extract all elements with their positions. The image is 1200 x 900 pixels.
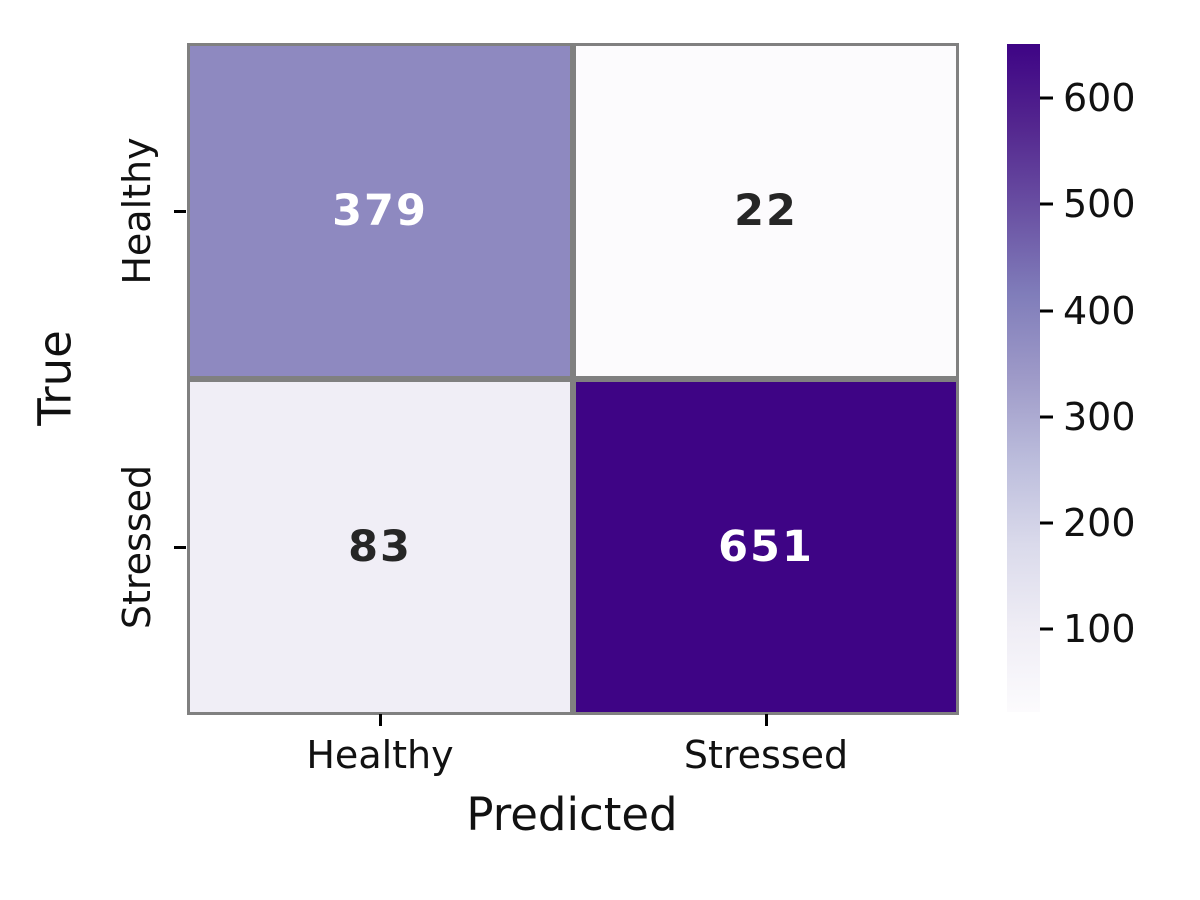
- x-tick-label-stressed: Stressed: [683, 733, 849, 777]
- x-tick-mark-stressed: [765, 714, 768, 726]
- matrix-cell-healthy-healthy: 379: [190, 46, 570, 376]
- colorbar: [1007, 44, 1040, 712]
- y-tick-label-stressed: Stressed: [115, 464, 159, 630]
- y-tick-label-healthy: Healthy: [115, 137, 159, 285]
- colorbar-tick-label: 300: [1063, 394, 1136, 439]
- colorbar-tick-label: 200: [1063, 500, 1136, 545]
- colorbar-tick-mark: [1040, 521, 1053, 525]
- colorbar-tick-label: 100: [1063, 607, 1136, 652]
- colorbar-tick-label: 600: [1063, 76, 1136, 121]
- x-axis-label: Predicted: [466, 788, 678, 841]
- colorbar-tick-mark: [1040, 415, 1053, 419]
- x-tick-mark-healthy: [379, 714, 382, 726]
- colorbar-tick-mark: [1040, 202, 1053, 206]
- y-tick-mark-healthy: [174, 210, 186, 213]
- matrix-cell-stressed-stressed: 651: [576, 382, 956, 712]
- colorbar-tick-mark: [1040, 627, 1053, 631]
- colorbar-tick-label: 400: [1063, 288, 1136, 333]
- matrix-cell-stressed-healthy: 83: [190, 382, 570, 712]
- heatmap-grid: 379 22 83 651: [187, 43, 959, 715]
- colorbar-tick-mark: [1040, 309, 1053, 313]
- x-tick-label-healthy: Healthy: [306, 733, 454, 777]
- colorbar-tick-label: 500: [1063, 182, 1136, 227]
- y-axis-label: True: [28, 330, 82, 426]
- colorbar-tick-mark: [1040, 96, 1053, 100]
- matrix-cell-healthy-stressed: 22: [576, 46, 956, 376]
- y-tick-mark-stressed: [174, 546, 186, 549]
